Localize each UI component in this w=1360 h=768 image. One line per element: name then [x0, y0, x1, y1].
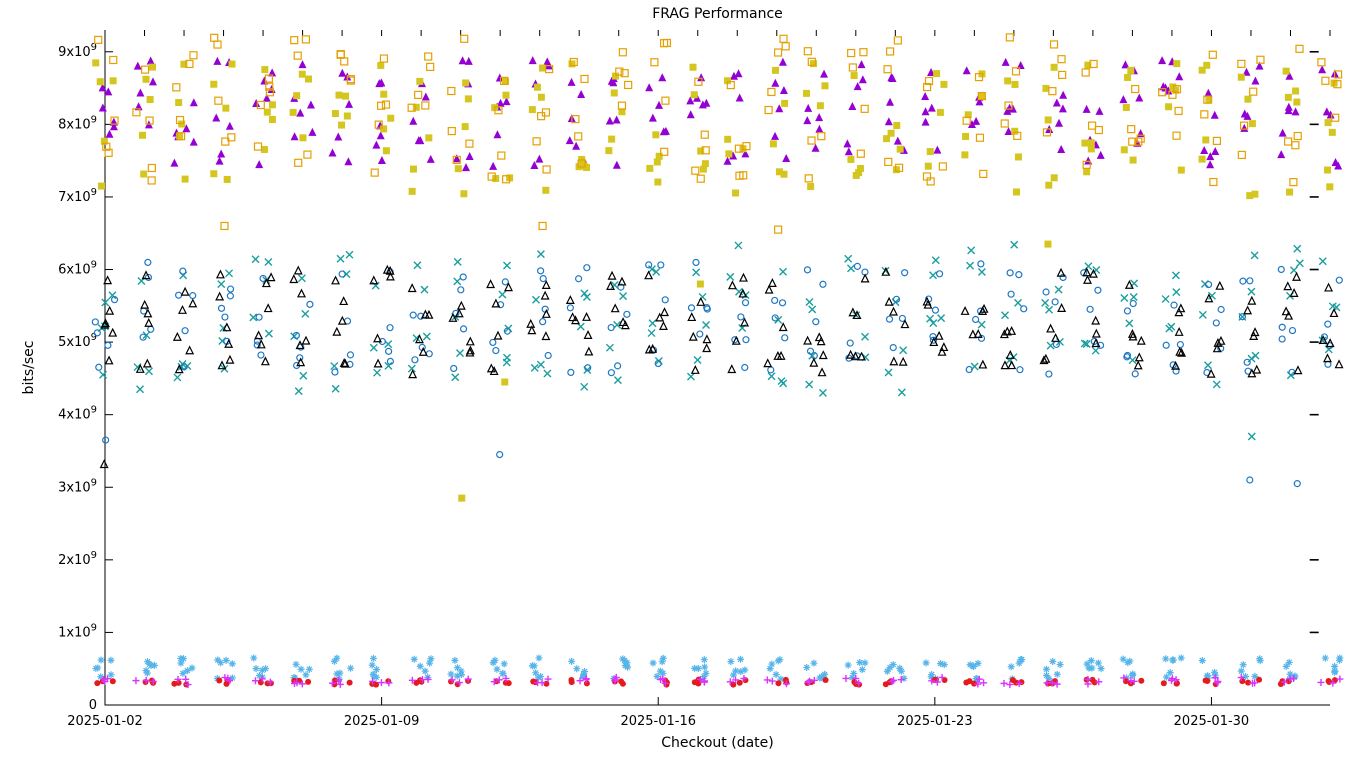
series-purple-tri-filled: [99, 56, 1343, 171]
series-magenta-plus: [100, 674, 1343, 688]
y-tick-label: 4x109: [58, 405, 97, 423]
y-tick-label: 8x109: [58, 114, 97, 132]
y-axis-label: bits/sec: [21, 341, 37, 395]
series-red-circ-filled: [94, 677, 1338, 688]
x-tick-label: 2025-01-30: [1174, 714, 1250, 729]
y-tick-label: 5x109: [58, 332, 97, 350]
y-tick-label: 1x109: [58, 622, 97, 640]
series-orange-sq-open: [95, 34, 1342, 233]
x-tick-label: 2025-01-02: [67, 714, 143, 729]
series-yellow-sq-filled: [92, 59, 1337, 501]
y-tick-label: 6x109: [58, 260, 97, 278]
axes: [105, 30, 1330, 705]
y-tick-label: 2x109: [58, 550, 97, 568]
chart-svg: FRAG Performance 2025-01-02 2025-01-09 2025…: [0, 0, 1360, 768]
y-tick-label: 9x109: [58, 42, 97, 60]
y-tick-label: 3x109: [58, 477, 97, 495]
x-tick-label: 2025-01-23: [897, 714, 973, 729]
y-tick-label: 7x109: [58, 187, 97, 205]
series-teal-x: [98, 241, 1340, 440]
frag-performance-chart: FRAG Performance 2025-01-02 2025-01-09 2025…: [0, 0, 1360, 768]
x-tick-label: 2025-01-09: [344, 714, 420, 729]
plot-area-points: [92, 34, 1343, 688]
series-black-tri-open: [101, 266, 1343, 467]
x-tick-label: 2025-01-16: [620, 714, 696, 729]
series-blue-circ-open: [92, 259, 1342, 486]
series-skyblue-star: [92, 654, 1343, 682]
series-black-dash: [1310, 52, 1319, 633]
chart-title: FRAG Performance: [652, 6, 783, 22]
y-tick-label: 0: [89, 698, 97, 713]
x-axis-label: Checkout (date): [661, 735, 773, 751]
